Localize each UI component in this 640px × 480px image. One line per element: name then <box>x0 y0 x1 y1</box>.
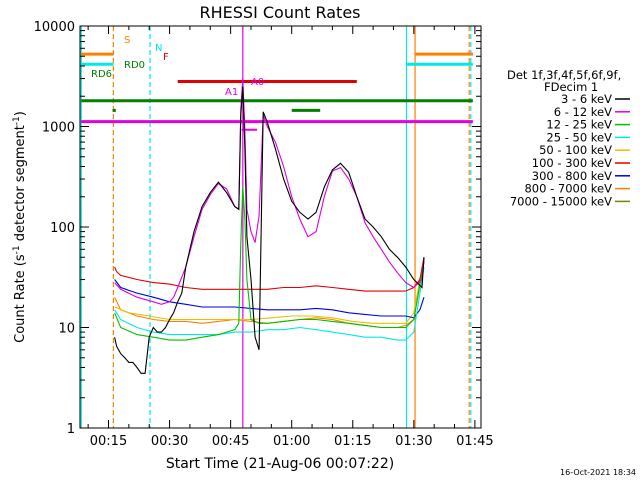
legend-label-7: 800 - 7000 keV <box>524 182 612 196</box>
legend-label-8: 7000 - 15000 keV <box>510 194 612 208</box>
legend-header-1: Det 1f,3f,4f,5f,6f,9f, <box>507 68 621 82</box>
legend-label-6: 300 - 800 keV <box>532 169 612 183</box>
series-line-5 <box>114 186 425 341</box>
state-label-n: N <box>155 43 162 54</box>
series-line-7 <box>114 86 425 374</box>
y-tick-label-0: 1 <box>67 422 75 437</box>
footer-date: 16-Oct-2021 18:34 <box>560 468 636 477</box>
legend-label-5: 100 - 300 keV <box>532 156 612 170</box>
legend-label-2: 12 - 25 keV <box>546 118 612 132</box>
series-line-0 <box>114 257 425 329</box>
series-line-1 <box>114 257 425 324</box>
x-tick-label-5: 01:30 <box>395 434 432 449</box>
plot-area: S NF RD0 RD6 A0 A1 <box>80 26 473 428</box>
axes: 00:15 00:30 00:45 01:00 01:15 01:30 01:45 1 10 10… <box>34 20 494 449</box>
y-tick-label-3: 1000 <box>42 121 75 136</box>
series-line-3 <box>114 279 425 319</box>
chart-title: RHESSI Count Rates <box>200 3 361 22</box>
x-axis-label: Start Time (21-Aug-06 00:07:22) <box>166 456 394 472</box>
state-label-a1: A1 <box>225 87 238 98</box>
legend: Det 1f,3f,4f,5f,6f,9f, FDecim 1 3 - 6 ke… <box>507 68 630 208</box>
legend-label-3: 25 - 50 keV <box>546 130 612 144</box>
series-line-6 <box>114 78 425 305</box>
x-tick-label-4: 01:15 <box>334 434 371 449</box>
x-tick-label-1: 00:30 <box>151 434 188 449</box>
state-label-f: F <box>163 52 169 63</box>
legend-label-0: 3 - 6 keV <box>561 92 612 106</box>
x-tick-label-3: 01:00 <box>273 434 310 449</box>
legend-label-1: 6 - 12 keV <box>554 105 612 119</box>
y-tick-label-2: 100 <box>50 221 75 236</box>
y-axis-label: Count Rate (s-1 detector segment-1) <box>12 111 28 343</box>
state-label-rd6: RD6 <box>91 69 112 80</box>
plot-frame <box>79 25 482 429</box>
state-label-rd0: RD0 <box>124 60 145 71</box>
legend-header-2: FDecim 1 <box>544 80 598 94</box>
x-tick-label-0: 00:15 <box>90 434 127 449</box>
series-line-4 <box>114 266 425 341</box>
x-tick-label-6: 01:45 <box>456 434 493 449</box>
state-label-s: S <box>124 35 130 46</box>
y-tick-label-1: 10 <box>58 322 75 337</box>
x-tick-label-2: 00:45 <box>212 434 249 449</box>
state-label-a0: A0 <box>251 77 264 88</box>
legend-label-4: 50 - 100 keV <box>539 143 612 157</box>
y-tick-label-4: 10000 <box>34 20 75 35</box>
series-line-2 <box>114 257 425 292</box>
